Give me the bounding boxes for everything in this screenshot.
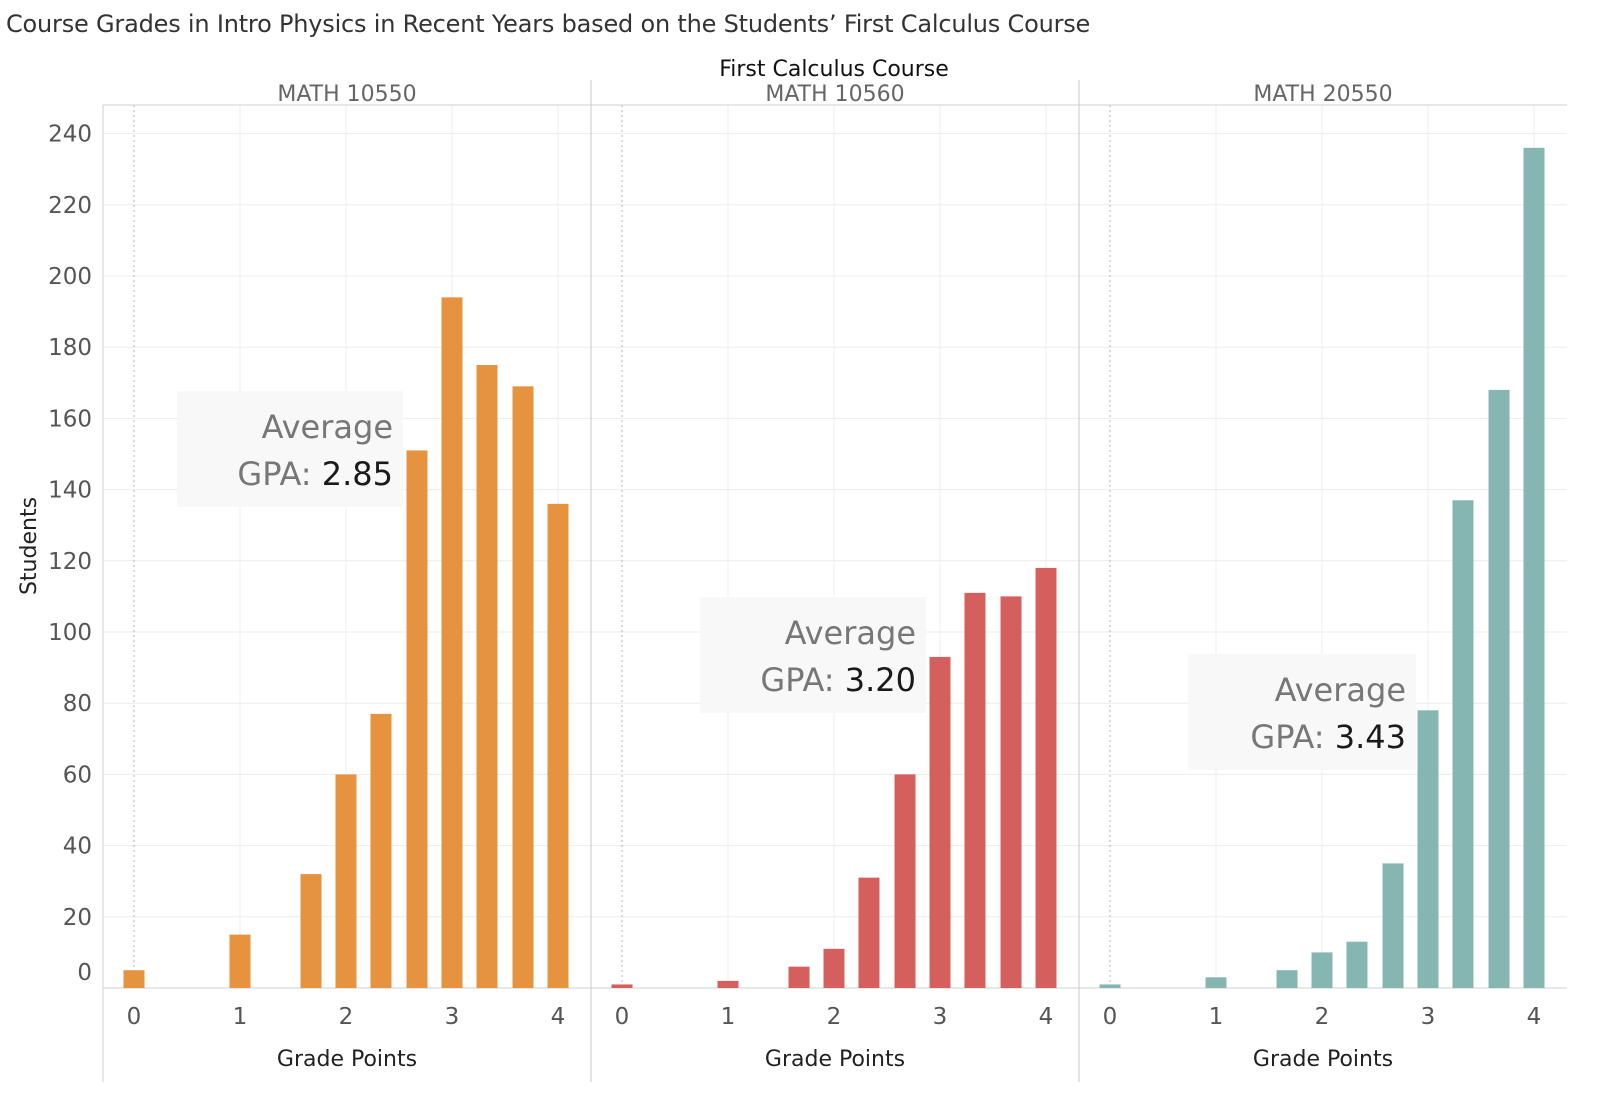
- x-tick-label: 0: [1103, 1004, 1118, 1030]
- bar: [1382, 863, 1404, 988]
- annotation-line2: GPA: 3.43: [1250, 718, 1406, 756]
- bar: [1276, 970, 1298, 988]
- x-tick-label: 4: [551, 1004, 566, 1030]
- frame-layer: [102, 80, 1567, 1082]
- x-axis-title: Grade Points: [277, 1047, 417, 1072]
- bar: [1452, 500, 1474, 988]
- bar: [1035, 567, 1057, 988]
- x-tick-label: 2: [339, 1004, 354, 1030]
- y-tick-label: 240: [48, 122, 92, 148]
- x-tick-label: 3: [445, 1004, 460, 1030]
- panel-header: MATH 10560: [765, 82, 904, 107]
- x-tick-label: 4: [1039, 1004, 1054, 1030]
- bar: [964, 592, 986, 988]
- bar: [335, 774, 357, 988]
- panel-header: MATH 20550: [1253, 82, 1392, 107]
- x-axis-title: Grade Points: [1253, 1047, 1393, 1072]
- y-tick-label: 0: [77, 960, 92, 986]
- x-tick-label: 2: [827, 1004, 842, 1030]
- x-tick-label: 2: [1315, 1004, 1330, 1030]
- bar: [788, 966, 810, 988]
- x-tick-label: 1: [721, 1004, 736, 1030]
- bar: [894, 774, 916, 988]
- x-tick-label: 4: [1527, 1004, 1542, 1030]
- x-tick-label: 0: [615, 1004, 630, 1030]
- y-tick-label: 40: [63, 834, 92, 860]
- y-tick-label: 60: [63, 762, 92, 788]
- bar: [476, 365, 498, 988]
- annotation-prefix: GPA:: [760, 661, 844, 699]
- bar: [1523, 147, 1545, 989]
- bar: [1346, 941, 1368, 988]
- bar: [123, 970, 145, 988]
- bar: [441, 297, 463, 988]
- annotation-line2: GPA: 2.85: [237, 455, 393, 493]
- bar: [858, 877, 880, 988]
- bar: [512, 386, 534, 988]
- annotation-layer: Average GPA: 2.85 Average GPA: 3.20 Average G…: [177, 391, 1416, 770]
- annotation-box: [177, 391, 403, 507]
- panel-header: MATH 10550: [277, 82, 416, 107]
- x-tick-label: 3: [933, 1004, 948, 1030]
- x-tick-label: 3: [1421, 1004, 1436, 1030]
- bar: [1417, 710, 1439, 988]
- chart-title: Course Grades in Intro Physics in Recent…: [6, 10, 1091, 38]
- y-tick-label: 200: [48, 264, 92, 290]
- annotation-line2: GPA: 3.20: [760, 661, 916, 699]
- annotation-box: [700, 597, 926, 713]
- bar: [406, 450, 428, 988]
- bar: [370, 713, 392, 988]
- y-axis-title: Students: [17, 497, 42, 595]
- bar: [929, 656, 951, 988]
- x-tick-label: 1: [233, 1004, 248, 1030]
- facet-title: First Calculus Course: [719, 57, 949, 82]
- y-tick-label: 100: [48, 620, 92, 646]
- y-tick-label: 80: [63, 691, 92, 717]
- annotation-prefix: GPA:: [237, 455, 321, 493]
- bar: [1205, 977, 1227, 988]
- grid-layer: [103, 105, 1567, 988]
- bar: [717, 980, 739, 988]
- annotation-gpa-value: 3.20: [845, 661, 916, 699]
- y-tick-label: 180: [48, 335, 92, 361]
- y-tick-label: 140: [48, 478, 92, 504]
- y-tick-label: 220: [48, 193, 92, 219]
- y-tick-label: 120: [48, 549, 92, 575]
- bar: [1488, 389, 1510, 988]
- bar: [611, 984, 633, 988]
- bar: [1311, 952, 1333, 988]
- bar: [823, 948, 845, 988]
- annotation-gpa-value: 3.43: [1335, 718, 1406, 756]
- annotation-line1: Average: [1275, 671, 1406, 709]
- y-tick-label: 20: [63, 905, 92, 931]
- annotation-line1: Average: [262, 408, 393, 446]
- annotation-gpa-value: 2.85: [322, 455, 393, 493]
- bar: [1099, 984, 1121, 988]
- annotation-box: [1188, 654, 1416, 770]
- bar: [1000, 596, 1022, 988]
- bar: [300, 874, 322, 988]
- x-tick-label: 0: [127, 1004, 142, 1030]
- bar: [229, 934, 251, 988]
- annotation-line1: Average: [785, 614, 916, 652]
- y-tick-label: 160: [48, 406, 92, 432]
- x-axis-title: Grade Points: [765, 1047, 905, 1072]
- annotation-prefix: GPA:: [1250, 718, 1334, 756]
- x-tick-label: 1: [1209, 1004, 1224, 1030]
- bar-layer: [123, 147, 1545, 989]
- label-layer: 020406080100120140160180200220240Student…: [17, 57, 1541, 1072]
- bar: [547, 503, 569, 988]
